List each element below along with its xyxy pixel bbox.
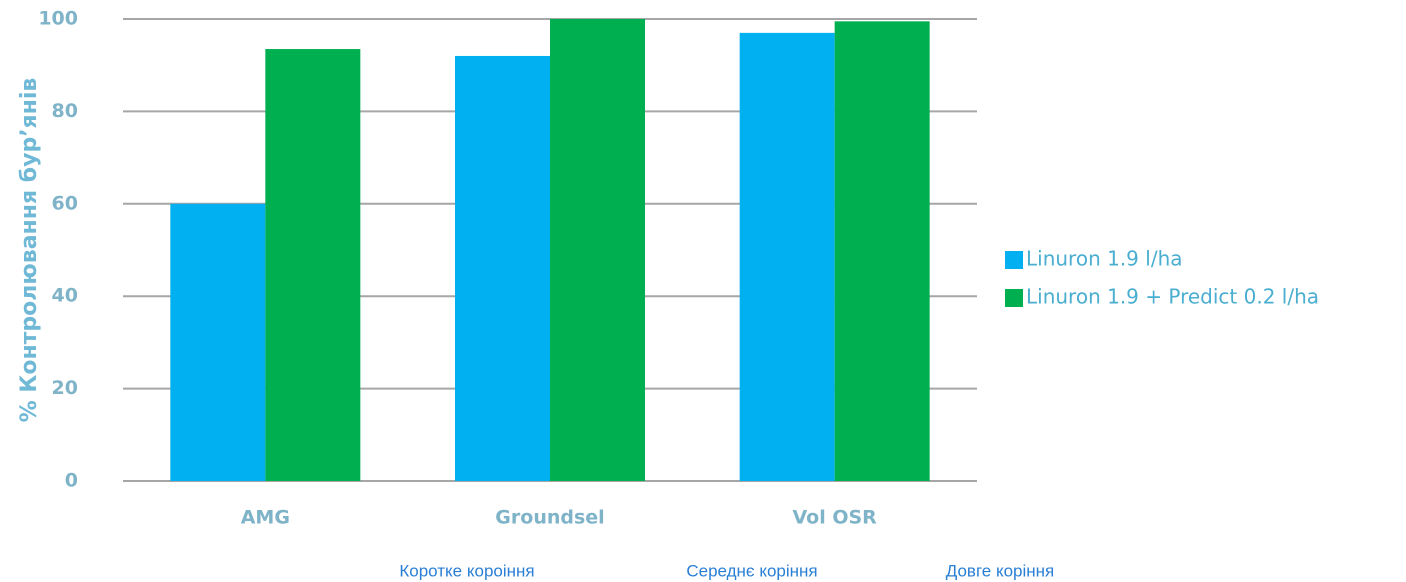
- legend-label: Linuron 1.9 + Predict 0.2 l/ha: [1026, 285, 1319, 309]
- legend-swatch: [1005, 251, 1023, 269]
- bar: [170, 203, 266, 482]
- annotation: Довге коріння: [946, 561, 1055, 580]
- annotation: Середнє коріння: [686, 561, 817, 580]
- annotation: Коротке короіння: [399, 561, 534, 580]
- bar: [455, 55, 550, 482]
- y-axis-label: % Контролювання бур’янів: [17, 78, 42, 423]
- y-tick-label: 0: [65, 470, 78, 492]
- bar: [550, 19, 645, 481]
- y-tick-label: 60: [52, 192, 78, 214]
- y-tick-label: 40: [52, 285, 78, 307]
- y-tick-label: 20: [52, 377, 78, 399]
- y-tick-label: 100: [38, 8, 78, 30]
- bar: [834, 21, 930, 482]
- legend-swatch: [1005, 289, 1023, 307]
- bar: [739, 32, 835, 482]
- x-tick-label: AMG: [241, 507, 290, 529]
- legend-label: Linuron 1.9 l/ha: [1026, 247, 1183, 271]
- bar: [265, 49, 361, 481]
- x-tick-label: Groundsel: [495, 507, 604, 529]
- y-tick-label: 80: [52, 100, 78, 122]
- x-tick-label: Vol OSR: [793, 507, 878, 529]
